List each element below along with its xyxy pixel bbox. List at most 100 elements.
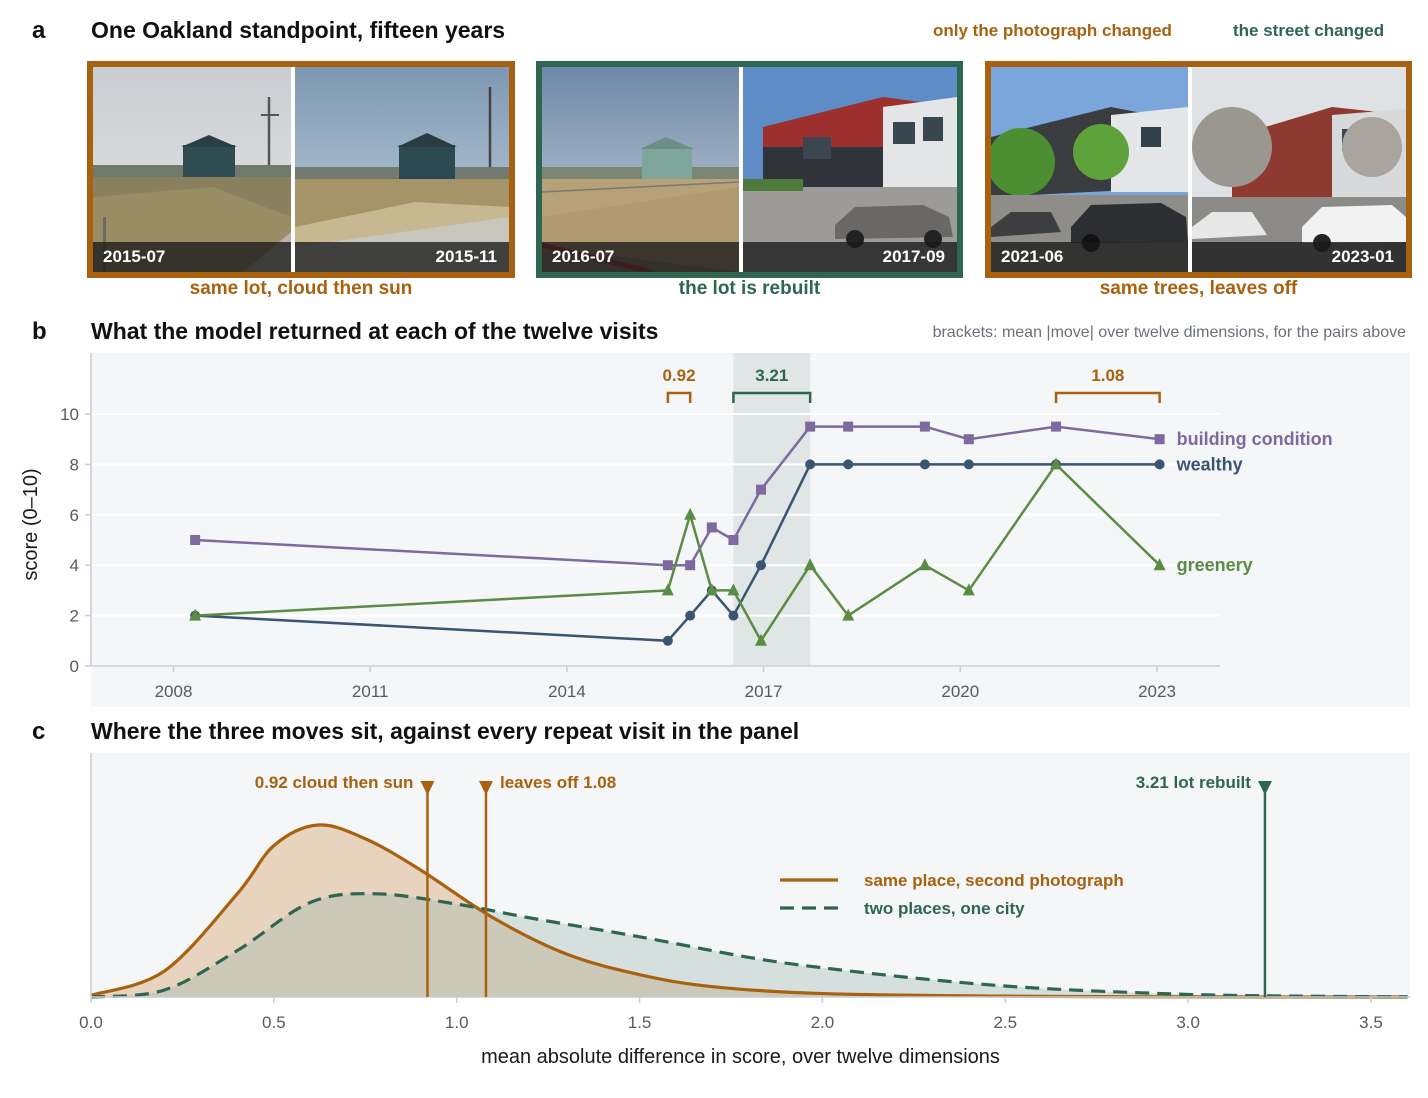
point-triangle (1153, 558, 1166, 571)
x-tick-label: 0.0 (79, 1013, 103, 1032)
density-curve-2 (90, 892, 1408, 999)
point-circle (805, 459, 816, 470)
photo-2021-06: 2021-06 (991, 67, 1188, 272)
density-fill-1 (91, 824, 1408, 997)
point-square (755, 484, 766, 495)
x-tick-label: 3.5 (1359, 1013, 1383, 1032)
series-label: greenery (1177, 555, 1253, 575)
bracket-3 (1054, 391, 1161, 403)
panel-b-title: What the model returned at each of the t… (91, 318, 659, 344)
legend-street-changed: the street changed (1233, 21, 1385, 40)
move-label-1: 0.92 cloud then sun (255, 773, 414, 792)
x-tick-label: 2023 (1138, 682, 1176, 701)
x-tick-label: 2014 (548, 682, 586, 701)
move-label-3: 3.21 lot rebuilt (1136, 773, 1252, 792)
photo-2015-07: 2015-07 (93, 67, 291, 272)
point-circle (963, 459, 974, 470)
date-label: 2017-09 (743, 242, 957, 272)
x-tick-label: 2.0 (811, 1013, 835, 1032)
point-circle (662, 635, 673, 646)
panel-c-title: Where the three moves sit, against every… (91, 718, 800, 744)
timeline-chart: 0 2 4 6 8 10 2008 2011 2014 2017 2020 2023 score (0–… (20, 353, 1410, 707)
pair-1-caption: same lot, cloud then sun (189, 278, 413, 299)
series-label: building condition (1177, 429, 1333, 449)
bracket-1 (666, 391, 692, 403)
point-square (919, 421, 930, 432)
point-square (728, 535, 739, 545)
y-tick-label: 2 (70, 607, 79, 626)
panel-a-title: One Oakland standpoint, fifteen years (91, 17, 506, 43)
point-triangle (727, 583, 740, 596)
move-marker-2 (478, 781, 493, 795)
photo-2016-07: 2016-07 (542, 67, 739, 272)
pair-3-caption: same trees, leaves off (1099, 278, 1298, 299)
photo-2015-11: 2015-11 (295, 67, 509, 272)
x-tick-label: 3.0 (1176, 1013, 1200, 1032)
point-square (805, 421, 816, 432)
x-tick-label: 2.5 (993, 1013, 1017, 1032)
x-tick-label: 1.0 (445, 1013, 469, 1032)
series-line-triangle (195, 462, 1161, 644)
density-fill-2 (91, 893, 1408, 997)
x-tick-label: 2020 (941, 682, 979, 701)
y-axis-label: score (0–10) (20, 468, 42, 580)
point-triangle (705, 583, 718, 596)
point-square (843, 421, 854, 432)
point-triangle (684, 507, 697, 520)
point-triangle (754, 633, 767, 646)
point-circle (919, 459, 930, 470)
date-label: 2016-07 (542, 242, 739, 272)
photo-2017-09: 2017-09 (743, 67, 957, 272)
photo-pair-3: 2021-06 2023-01 (985, 61, 1412, 278)
x-tick-label: 2011 (352, 682, 389, 701)
y-tick-label: 10 (60, 405, 79, 424)
y-tick-label: 0 (70, 657, 79, 676)
bracket-2 (732, 391, 812, 403)
point-triangle (804, 558, 817, 571)
move-label-2: leaves off 1.08 (500, 773, 616, 792)
date-label: 2023-01 (1192, 242, 1406, 272)
series-line-circle (195, 463, 1160, 643)
legend-label-1: same place, second photograph (864, 871, 1124, 890)
panel-b-note: brackets: mean |move| over twelve dimens… (932, 324, 1406, 341)
point-square (685, 560, 696, 571)
point-square (1154, 434, 1165, 445)
bracket-label-1: 0.92 (662, 366, 695, 385)
legend-label-2: two places, one city (864, 899, 1025, 918)
date-label: 2015-07 (93, 242, 291, 272)
point-circle (685, 610, 696, 621)
photo-2023-01: 2023-01 (1192, 67, 1406, 272)
point-triangle (1050, 457, 1063, 470)
move-marker-1 (420, 781, 435, 795)
pair-2-caption: the lot is rebuilt (678, 278, 821, 299)
photo-pair-2: 2016-07 2017-09 (536, 61, 963, 278)
point-square (1051, 421, 1062, 432)
point-triangle (918, 558, 931, 571)
point-square (662, 560, 673, 571)
photo-pair-1: 2015-07 2015-11 (87, 61, 515, 278)
y-tick-label: 6 (70, 506, 79, 525)
bracket-label-2: 3.21 (755, 366, 788, 385)
date-label: 2015-11 (295, 242, 509, 272)
x-axis-label: mean absolute difference in score, over … (481, 1046, 1000, 1068)
point-circle (1154, 459, 1165, 470)
x-tick-label: 2017 (745, 682, 783, 701)
bracket-label-3: 1.08 (1091, 366, 1124, 385)
move-marker-3 (1257, 781, 1272, 795)
point-circle (728, 610, 739, 621)
y-tick-label: 4 (70, 556, 79, 575)
y-tick-label: 8 (70, 455, 79, 474)
point-circle (755, 560, 766, 571)
date-label: 2021-06 (991, 242, 1188, 272)
panel-b-letter: b (32, 318, 47, 345)
x-tick-label: 1.5 (628, 1013, 652, 1032)
point-triangle (962, 583, 975, 596)
panel-c-letter: c (32, 718, 46, 745)
point-square (706, 522, 717, 533)
x-tick-label: 0.5 (262, 1013, 286, 1032)
legend-photo-changed: only the photograph changed (933, 21, 1172, 40)
series-label: wealthy (1176, 454, 1243, 474)
rebuild-span (733, 353, 811, 666)
point-triangle (661, 583, 674, 596)
point-triangle (842, 608, 855, 621)
